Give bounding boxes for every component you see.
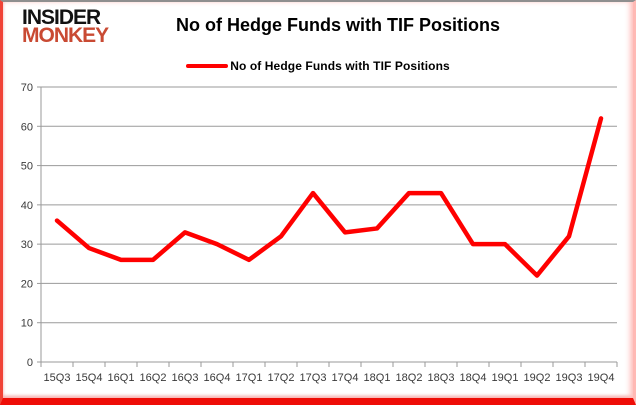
x-tick-label: 16Q3: [172, 372, 199, 384]
x-tick-label: 17Q2: [268, 372, 295, 384]
x-tick-label: 17Q4: [332, 372, 359, 384]
x-tick-label: 16Q2: [140, 372, 167, 384]
insider-monkey-logo: INSIDER MONKEY: [22, 6, 109, 48]
x-tick-label: 18Q1: [364, 372, 391, 384]
y-tick-label: 50: [21, 161, 33, 173]
y-tick-label: 60: [21, 121, 33, 133]
y-tick-label: 0: [27, 357, 33, 369]
logo-line2: MONKEY: [22, 24, 109, 48]
y-tick-label: 70: [21, 82, 33, 94]
logo-line1: INSIDER: [22, 6, 101, 29]
y-tick-label: 30: [21, 239, 33, 251]
x-tick-label: 19Q2: [524, 372, 551, 384]
x-tick-label: 19Q3: [556, 372, 583, 384]
legend-label: No of Hedge Funds with TIF Positions: [230, 59, 450, 73]
x-tick-label: 19Q4: [588, 372, 615, 384]
x-tick-label: 18Q4: [460, 372, 487, 384]
x-tick-label: 15Q4: [76, 372, 103, 384]
x-tick-label: 17Q1: [236, 372, 263, 384]
x-tick-label: 15Q3: [44, 372, 71, 384]
legend-line-marker: [186, 64, 229, 68]
x-tick-label: 16Q4: [204, 372, 231, 384]
y-tick-label: 20: [21, 278, 33, 290]
chart-legend: No of Hedge Funds with TIF Positions: [3, 59, 633, 73]
x-tick-label: 17Q3: [300, 372, 327, 384]
y-tick-label: 40: [21, 200, 33, 212]
x-tick-label: 16Q1: [108, 372, 135, 384]
x-tick-label: 18Q2: [396, 372, 423, 384]
x-tick-label: 19Q1: [492, 372, 519, 384]
chart-plot-area: 0 10 20 30 40 50 60 70 15Q3 15Q4 16Q1 16Q2 16Q3 16Q4 1…: [21, 82, 618, 384]
x-tick-label: 18Q3: [428, 372, 455, 384]
y-tick-label: 10: [21, 318, 33, 330]
data-line-series: [54, 116, 604, 278]
chart-title: No of Hedge Funds with TIF Positions: [176, 15, 500, 35]
